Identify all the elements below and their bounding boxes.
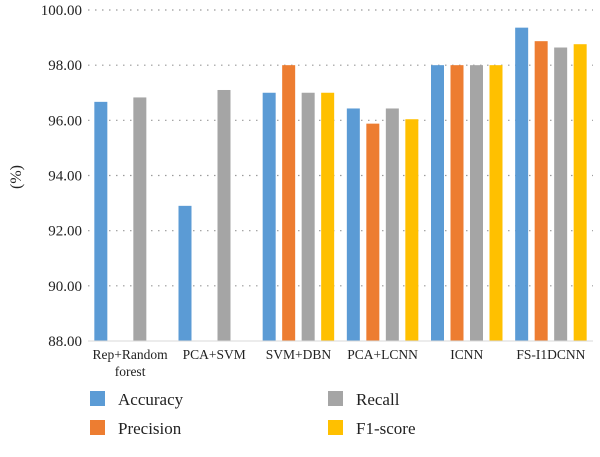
y-axis-label: (%) <box>8 165 25 189</box>
x-axis-categories: Rep+Random forest PCA+SVM SVM+DBN PCA+LCNN IC… <box>93 347 586 379</box>
legend-label: Accuracy <box>118 390 184 409</box>
bar-recall <box>301 92 315 341</box>
y-tick-label: 100.00 <box>41 3 82 19</box>
legend-swatch <box>90 420 105 435</box>
legend-label: F1-score <box>356 419 415 438</box>
legend-swatch <box>328 420 343 435</box>
bars <box>94 27 587 342</box>
bar-accuracy <box>94 101 108 341</box>
legend-label: Precision <box>118 419 182 438</box>
y-tick-label: 88.00 <box>48 334 82 350</box>
legend: Accuracy Precision Recall F1-score <box>90 390 415 438</box>
bar-recall <box>385 108 399 341</box>
bar-f1-score <box>573 44 587 341</box>
bar-accuracy <box>431 65 444 342</box>
bar-recall <box>470 65 483 342</box>
bar-accuracy <box>346 108 360 341</box>
y-tick-label: 92.00 <box>48 224 82 240</box>
bar-precision <box>282 65 296 342</box>
legend-label: Recall <box>356 390 400 409</box>
x-category-label: ICNN <box>450 347 483 362</box>
y-tick-label: 90.00 <box>48 279 82 295</box>
bar-f1-score <box>405 119 419 341</box>
x-category-label: PCA+SVM <box>183 347 246 362</box>
bar-f1-score <box>321 92 335 341</box>
bar-recall <box>554 47 568 341</box>
x-category-label: FS-I1DCNN <box>516 347 585 362</box>
x-category-label: SVM+DBN <box>266 347 332 362</box>
bar-f1-score <box>489 65 503 342</box>
legend-swatch <box>328 391 343 406</box>
x-category-label: PCA+LCNN <box>347 347 418 362</box>
y-tick-label: 94.00 <box>48 169 82 185</box>
bar-accuracy <box>178 205 192 341</box>
bar-accuracy <box>515 27 529 342</box>
y-tick-label: 96.00 <box>48 113 82 129</box>
x-category-label: Rep+Random forest <box>93 347 169 379</box>
gridlines <box>88 9 593 287</box>
bar-recall <box>217 89 231 341</box>
y-axis-ticks: 88.00 90.00 92.00 94.00 96.00 98.00 100.00 <box>41 3 82 350</box>
bar-accuracy <box>262 92 276 341</box>
bar-precision <box>366 123 380 341</box>
bar-precision <box>534 41 548 342</box>
y-tick-label: 98.00 <box>48 58 82 74</box>
bar-precision <box>450 65 464 342</box>
bar-recall <box>133 97 147 341</box>
legend-swatch <box>90 391 105 406</box>
